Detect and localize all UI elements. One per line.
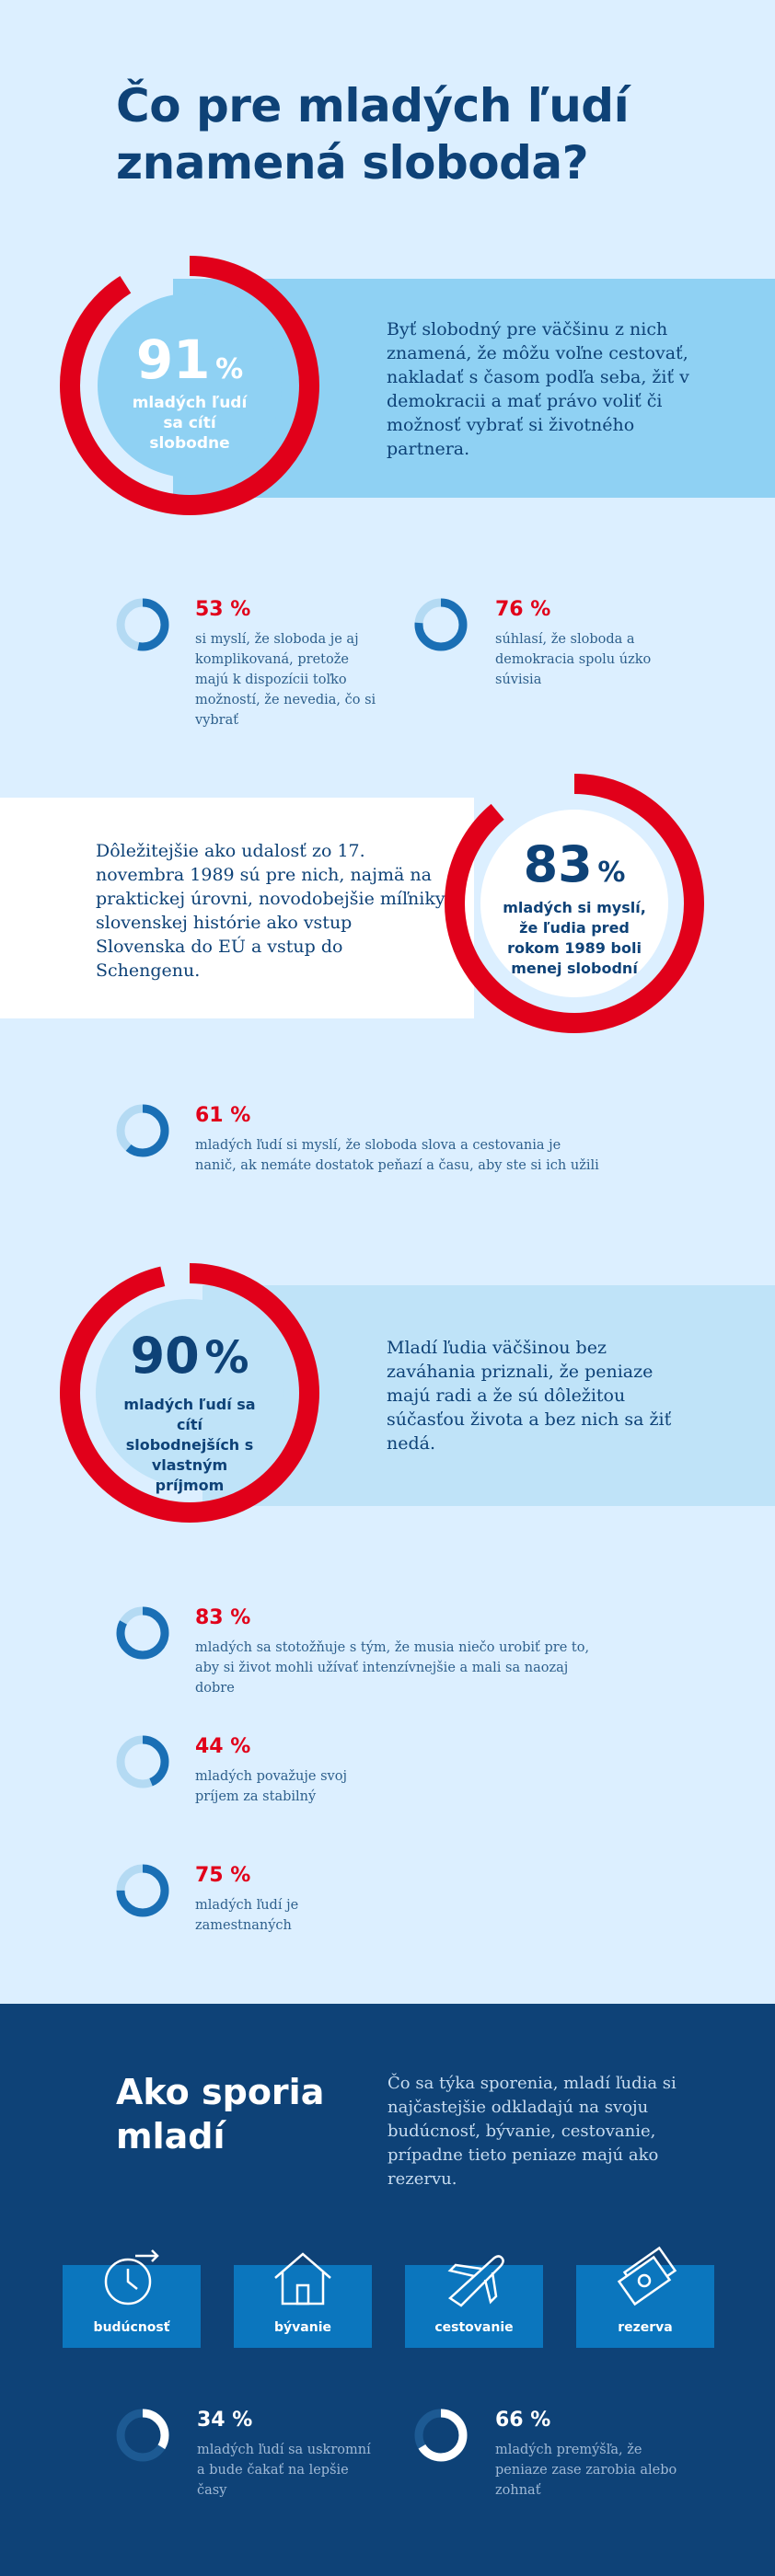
big-stat-value: 90 % bbox=[130, 1327, 249, 1385]
section2-text: Dôležitejšie ako udalosť zo 17. novembra… bbox=[96, 841, 445, 981]
stat-description: mladých ľudí si myslí, že sloboda slova … bbox=[195, 1138, 599, 1173]
stat-34: 34 % mladých ľudí sa uskromní a bude čak… bbox=[116, 2409, 392, 2498]
big-stat-value: 83 % bbox=[523, 835, 626, 893]
stat-description: mladých sa stotožňuje s tým, že musia ni… bbox=[195, 1640, 590, 1696]
ring-91-arc bbox=[60, 256, 319, 515]
big-ring-91: 91 % mladých ľudí sa cítí slobodne bbox=[57, 253, 322, 518]
tile-label: rezerva bbox=[618, 2320, 673, 2335]
stat-value: 44 % bbox=[195, 1735, 251, 1758]
big-ring-83: 83 % mladých si myslí, že ľudia pred rok… bbox=[442, 771, 707, 1036]
stat-value: 83 % bbox=[195, 1606, 251, 1629]
stat-description: mladých ľudí je zamestnaných bbox=[195, 1898, 299, 1933]
money-icon bbox=[617, 2246, 677, 2306]
stat-value: 76 % bbox=[495, 598, 551, 621]
section3-text: Mladí ľudia väčšinou bez zaváhania prizn… bbox=[387, 1338, 672, 1454]
ring-75-icon bbox=[116, 1864, 169, 1917]
stat-value: 34 % bbox=[197, 2409, 253, 2432]
stat-description: si myslí, že sloboda je aj komplikovaná,… bbox=[195, 632, 376, 728]
stat-83: 83 % mladých sa stotožňuje s tým, že mus… bbox=[116, 1606, 631, 1696]
tile-future: budúcnosť bbox=[63, 2249, 201, 2348]
tile-reserve: rezerva bbox=[576, 2246, 714, 2348]
tile-housing: bývanie bbox=[234, 2252, 372, 2348]
stat-description: mladých ľudí sa uskromní a bude čakať na… bbox=[197, 2443, 371, 2498]
stat-description: súhlasí, že sloboda a demokracia spolu ú… bbox=[495, 632, 652, 687]
big-stat-caption: mladých ľudí sa cítí slobodnejších s vla… bbox=[123, 1396, 256, 1494]
stat-value: 61 % bbox=[195, 1104, 251, 1127]
stat-value: 53 % bbox=[195, 598, 251, 621]
stat-description: mladých premýšľa, že peniaze zase zarobi… bbox=[495, 2443, 677, 2498]
highlight-band-2 bbox=[0, 798, 474, 1018]
big-stat-caption: mladých si myslí, že ľudia pred rokom 19… bbox=[503, 899, 646, 977]
ring-83-graphic bbox=[445, 774, 704, 1033]
clock-icon bbox=[104, 2249, 159, 2306]
tile-label: cestovanie bbox=[434, 2320, 514, 2335]
ring-90-graphic bbox=[60, 1263, 319, 1523]
ring-83-icon bbox=[116, 1606, 169, 1660]
section1-text: Byť slobodný pre väčšinu z nich znamená,… bbox=[387, 319, 689, 459]
savings-title: Ako sporia mladí bbox=[116, 2072, 325, 2156]
stat-description: mladých považuje svoj príjem za stabilný bbox=[195, 1769, 347, 1804]
airplane-icon bbox=[447, 2255, 504, 2307]
stat-66: 66 % mladých premýšľa, že peniaze zase z… bbox=[414, 2409, 690, 2498]
stat-75: 75 % mladých ľudí je zamestnaných bbox=[116, 1864, 392, 1947]
stat-61: 61 % mladých ľudí si myslí, že sloboda s… bbox=[116, 1104, 631, 1187]
stat-value: 66 % bbox=[495, 2409, 551, 2432]
ring-44-icon bbox=[116, 1735, 169, 1788]
stat-76: 76 % súhlasí, že sloboda a demokracia sp… bbox=[414, 598, 690, 690]
stat-44: 44 % mladých považuje svoj príjem za sta… bbox=[116, 1735, 392, 1818]
big-stat-caption: mladých ľudí sa cítí slobodne bbox=[132, 394, 248, 453]
ring-53-icon bbox=[116, 598, 169, 651]
ring-34-icon bbox=[116, 2409, 169, 2462]
tile-label: budúcnosť bbox=[93, 2320, 170, 2335]
ring-66-icon bbox=[414, 2409, 468, 2462]
ring-91-center bbox=[98, 293, 282, 477]
stat-53: 53 % si myslí, že sloboda je aj kompliko… bbox=[116, 598, 392, 728]
house-icon bbox=[274, 2252, 331, 2306]
tile-travel: cestovanie bbox=[405, 2255, 543, 2348]
page-title: Čo pre mladých ľudí znamená sloboda? bbox=[116, 79, 630, 190]
ring-91-graphic bbox=[60, 256, 319, 515]
big-ring-90: 90 % mladých ľudí sa cítí slobodnejších … bbox=[57, 1260, 322, 1525]
stat-value: 75 % bbox=[195, 1864, 251, 1887]
big-stat-value: 91 % bbox=[135, 328, 244, 391]
ring-76-icon bbox=[414, 598, 468, 651]
savings-text: Čo sa týka sporenia, mladí ľudia si najč… bbox=[388, 2074, 677, 2189]
ring-61-icon bbox=[116, 1104, 169, 1157]
tile-label: bývanie bbox=[274, 2320, 331, 2335]
